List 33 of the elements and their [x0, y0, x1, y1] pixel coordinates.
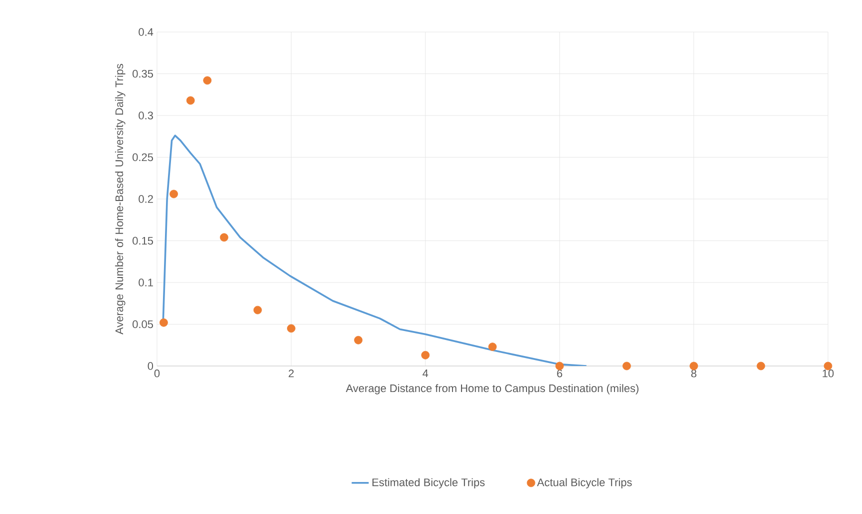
- x-tick-label: 10: [822, 370, 834, 378]
- point: [756, 362, 766, 370]
- point: [488, 342, 497, 351]
- y-tick-label: 0.15: [132, 236, 154, 245]
- x-tick-label: 2: [288, 370, 294, 378]
- legend-label: Estimated Bicycle Trips: [372, 478, 485, 488]
- y-tick-label: 0.35: [132, 70, 154, 78]
- y-tick-label: 0.25: [132, 153, 154, 162]
- x-tick-label: 8: [691, 370, 696, 378]
- x-tick-label: 4: [422, 370, 428, 378]
- x-axis-title: Average Distance from Home to Campus Destination (miles): [346, 384, 638, 394]
- point: [555, 362, 564, 370]
- point: [186, 96, 195, 105]
- point: [690, 362, 698, 370]
- point: [622, 362, 631, 370]
- point: [421, 350, 430, 360]
- point: [354, 336, 362, 344]
- y-tick-label: 0.05: [132, 320, 154, 328]
- point: [203, 76, 212, 85]
- y-tick-label: 0: [148, 362, 154, 370]
- point: [160, 318, 168, 327]
- x-tick-label: 6: [557, 370, 562, 378]
- x-tick-label: 0: [154, 370, 160, 378]
- y-tick-label: 0.1: [138, 278, 153, 286]
- point: [220, 233, 228, 242]
- y-tick-label: 0.2: [138, 195, 153, 203]
- point: [170, 190, 178, 198]
- y-tick-label: 0.4: [138, 28, 154, 36]
- point: [287, 324, 296, 333]
- y-axis-title: Average Number of Home-Based University Daily Trips: [115, 64, 126, 334]
- point: [253, 306, 262, 314]
- y-tick-label: 0.3: [138, 112, 153, 120]
- legend-label: Actual Bicycle Trips: [537, 478, 632, 488]
